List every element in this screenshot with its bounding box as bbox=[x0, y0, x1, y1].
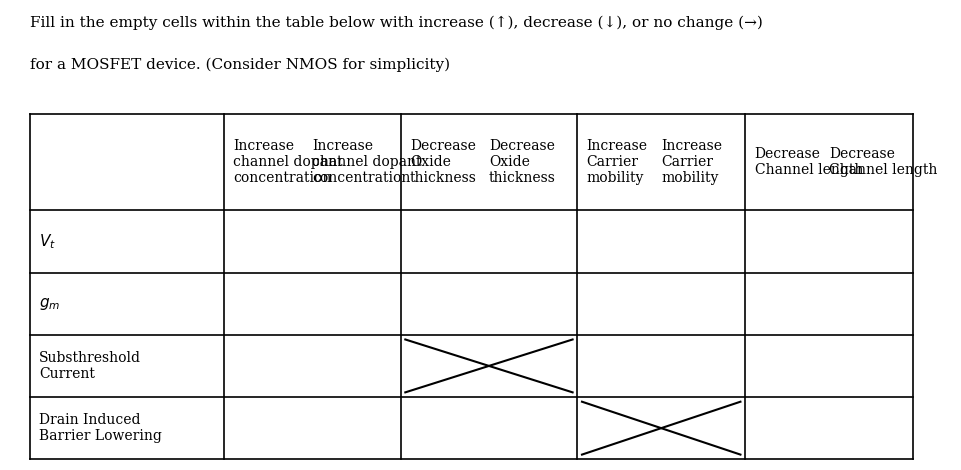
Text: Increase
channel dopant
concentration: Increase channel dopant concentration bbox=[312, 139, 421, 185]
Text: for a MOSFET device. (Consider NMOS for simplicity): for a MOSFET device. (Consider NMOS for … bbox=[30, 57, 449, 72]
Text: Decrease
Oxide
thickness: Decrease Oxide thickness bbox=[409, 139, 477, 185]
Text: Decrease
Channel length: Decrease Channel length bbox=[753, 147, 862, 177]
Text: Increase
channel dopant
concentration: Increase channel dopant concentration bbox=[234, 139, 342, 185]
Text: Fill in the empty cells within the table below with increase (↑), decrease (↓), : Fill in the empty cells within the table… bbox=[30, 16, 762, 30]
Text: Substhreshold
Current: Substhreshold Current bbox=[39, 351, 141, 381]
Text: $V_t$: $V_t$ bbox=[39, 232, 56, 251]
Text: Increase
Carrier
mobility: Increase Carrier mobility bbox=[586, 139, 647, 185]
Text: Increase
Carrier
mobility: Increase Carrier mobility bbox=[660, 139, 722, 185]
Text: $g_m$: $g_m$ bbox=[39, 296, 61, 312]
Text: Decrease
Oxide
thickness: Decrease Oxide thickness bbox=[488, 139, 555, 185]
Text: Decrease
Channel length: Decrease Channel length bbox=[828, 147, 936, 177]
Text: Drain Induced
Barrier Lowering: Drain Induced Barrier Lowering bbox=[39, 413, 161, 443]
